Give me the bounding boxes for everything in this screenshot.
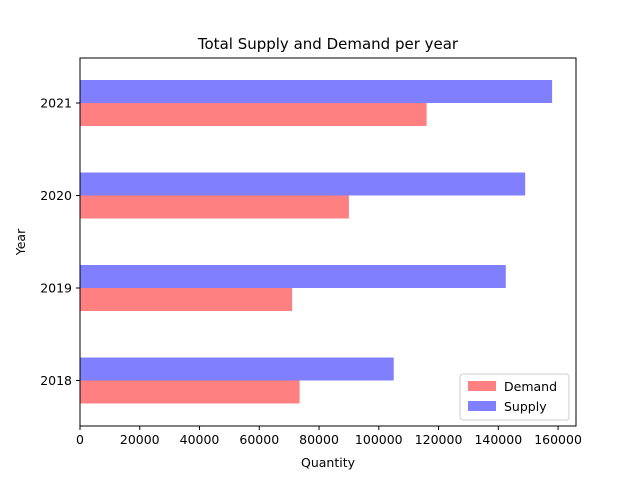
y-axis-ticks: 2018 2019 2020 2021 <box>40 96 80 388</box>
axes-frame <box>79 57 577 427</box>
bar-supply-2020 <box>80 172 526 196</box>
x-tick-label: 40000 <box>180 432 220 447</box>
bar-demand-2019 <box>80 288 293 311</box>
x-tick-label: 120000 <box>415 432 463 447</box>
x-tick-label: 0 <box>76 432 84 447</box>
x-tick-label: 100000 <box>355 432 403 447</box>
x-tick-label: 160000 <box>534 432 582 447</box>
bars-group <box>80 80 553 404</box>
bar-demand-2020 <box>80 195 349 219</box>
x-axis-label: Quantity <box>301 455 356 470</box>
x-tick-label: 80000 <box>299 432 339 447</box>
y-tick-label: 2021 <box>40 96 72 111</box>
x-axis-ticks: 0 20000 40000 60000 80000 100000 120000 140000 1… <box>76 426 582 447</box>
x-tick-label: 60000 <box>239 432 279 447</box>
bar-supply-2018 <box>80 357 394 381</box>
y-tick-label: 2018 <box>40 373 72 388</box>
x-tick-label: 20000 <box>120 432 160 447</box>
legend-swatch-demand <box>468 381 496 391</box>
legend-label-supply: Supply <box>504 399 547 414</box>
y-tick-label: 2020 <box>40 188 72 203</box>
legend-label-demand: Demand <box>504 379 557 394</box>
legend-swatch-supply <box>468 401 496 411</box>
bar-supply-2019 <box>80 265 506 288</box>
x-tick-label: 140000 <box>474 432 522 447</box>
bar-supply-2021 <box>80 80 553 103</box>
y-axis-label: Year <box>13 228 28 256</box>
legend: Demand Supply <box>459 373 570 421</box>
bar-demand-2021 <box>80 103 427 126</box>
y-tick-label: 2019 <box>40 281 72 296</box>
chart-title: Total Supply and Demand per year <box>197 35 459 53</box>
bar-demand-2018 <box>80 380 300 404</box>
